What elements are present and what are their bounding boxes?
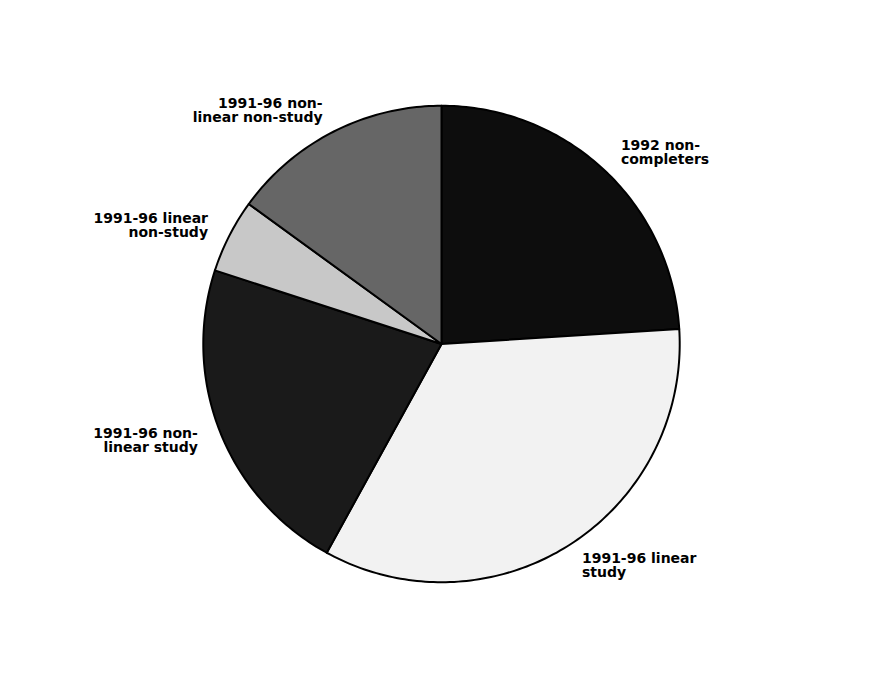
svg-text:1991-96 linearstudy: 1991-96 linearstudy: [582, 550, 697, 580]
svg-text:1991-96 non-linear study: 1991-96 non-linear study: [93, 425, 198, 455]
svg-text:1991-96 non-linear non-study: 1991-96 non-linear non-study: [193, 95, 323, 125]
svg-text:1992 non-completers: 1992 non-completers: [621, 137, 709, 167]
svg-text:1991-96 linearnon-study: 1991-96 linearnon-study: [93, 210, 208, 240]
